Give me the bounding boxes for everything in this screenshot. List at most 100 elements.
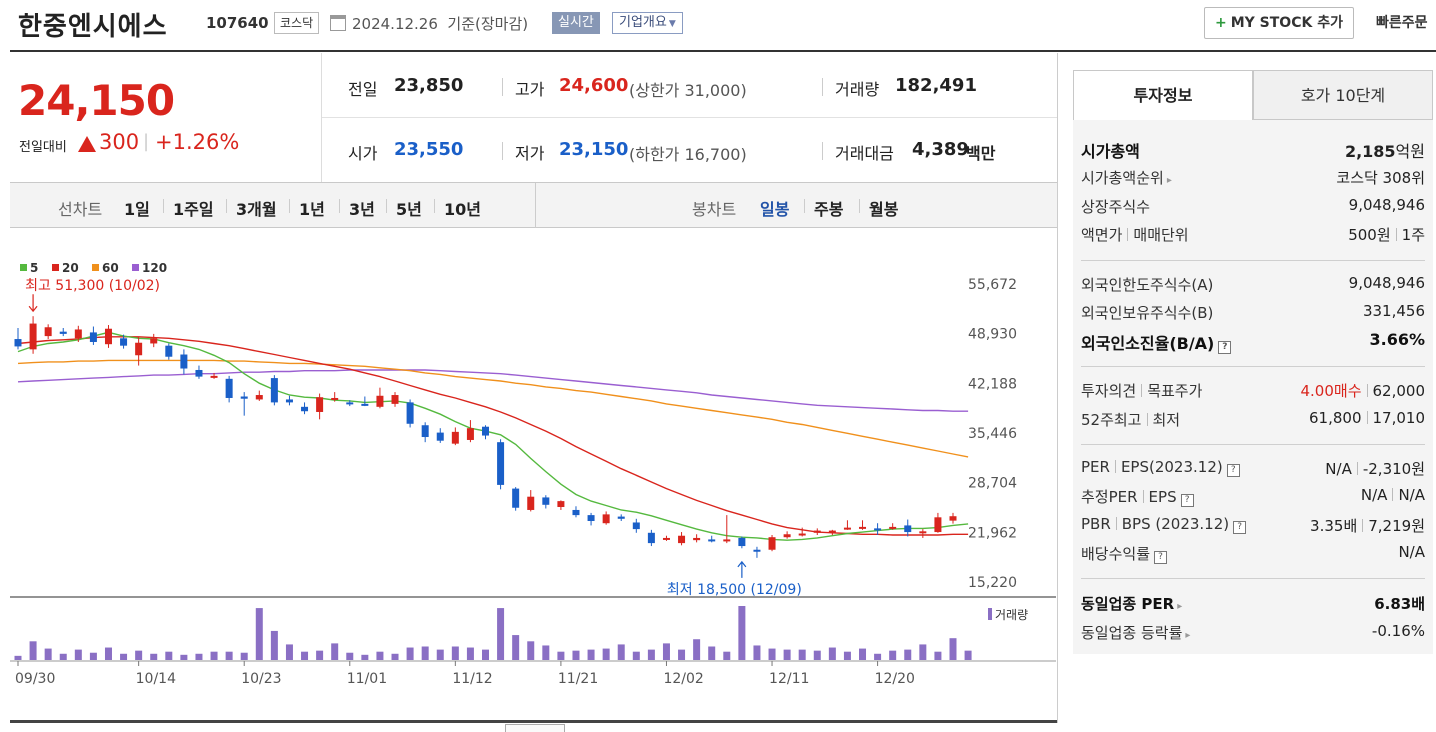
period-5[interactable]: 5년 bbox=[396, 200, 422, 219]
period-6[interactable]: 10년 bbox=[444, 200, 481, 219]
candle-body bbox=[210, 375, 218, 378]
volume-bar bbox=[331, 643, 339, 660]
volume-legend-swatch bbox=[988, 608, 992, 620]
volume-bar bbox=[768, 648, 776, 660]
ma-line-ma20 bbox=[17, 336, 969, 536]
prev-close-value: 23,850 bbox=[394, 75, 464, 96]
volume-bar bbox=[843, 651, 851, 660]
volume-bar bbox=[798, 649, 806, 660]
candle-body bbox=[14, 339, 22, 347]
realtime-button[interactable]: 실시간 bbox=[552, 12, 600, 34]
tab-orderbook[interactable]: 호가 10단계 bbox=[1253, 70, 1433, 120]
candle-body bbox=[165, 345, 173, 357]
x-tick-label: 12/11 bbox=[769, 671, 809, 687]
foreign-ratio-label-wrap: 외국인소진율(B/A)? bbox=[1081, 330, 1232, 354]
volume-bar bbox=[497, 608, 505, 660]
candle-period-2[interactable]: 월봉 bbox=[869, 200, 899, 219]
candle-body bbox=[904, 525, 912, 533]
opinion-label: 투자의견 bbox=[1081, 382, 1137, 400]
candle-body bbox=[647, 532, 655, 544]
volume-bar bbox=[225, 651, 233, 660]
quick-order-button[interactable]: 빠른주문 bbox=[1376, 15, 1428, 31]
volume-bar bbox=[391, 653, 399, 660]
est-per-label: 추정PER bbox=[1081, 488, 1138, 506]
period-3[interactable]: 1년 bbox=[299, 200, 325, 219]
volume-bar bbox=[301, 651, 309, 660]
candle-body bbox=[708, 539, 716, 542]
shares-value: 9,048,946 bbox=[1348, 196, 1425, 214]
help-icon[interactable]: ? bbox=[1226, 464, 1240, 477]
info-divider bbox=[1081, 366, 1425, 367]
ma-line-ma120 bbox=[17, 369, 969, 412]
volume-bar bbox=[527, 641, 535, 660]
chart-resize-handle[interactable] bbox=[505, 724, 565, 732]
candle-period-0[interactable]: 일봉 bbox=[760, 200, 790, 219]
help-icon[interactable]: ? bbox=[1180, 494, 1194, 507]
legend-label: 60 bbox=[102, 261, 119, 275]
per-label: PER bbox=[1081, 458, 1110, 476]
volume-bar bbox=[602, 648, 610, 660]
period-0[interactable]: 1일 bbox=[124, 200, 150, 219]
opinion-label-wrap: 투자의견 목표주가 bbox=[1081, 380, 1202, 401]
help-icon[interactable]: ? bbox=[1218, 341, 1232, 354]
sector-change-row[interactable]: 동일업종 등락률 ▸ -0.16% bbox=[1081, 622, 1425, 648]
upper-limit: (상한가 31,000) bbox=[629, 81, 747, 100]
period-2[interactable]: 3개월 bbox=[236, 200, 277, 219]
sector-per-row[interactable]: 동일업종 PER ▸ 6.83배 bbox=[1081, 593, 1425, 619]
candle-body bbox=[104, 328, 112, 345]
separator bbox=[1362, 519, 1364, 532]
x-tick-label: 11/21 bbox=[558, 671, 598, 687]
volume-label: 거래량 bbox=[835, 80, 880, 99]
company-overview-label: 기업개요 bbox=[619, 15, 667, 30]
candle-body bbox=[632, 522, 640, 530]
opinion-value: 4.00매수 bbox=[1300, 382, 1362, 400]
separator bbox=[1142, 490, 1144, 503]
cap-rank-row[interactable]: 시가총액순위 ▸ 코스닥 308위 bbox=[1081, 167, 1425, 193]
volume-bar bbox=[316, 650, 324, 660]
foreign-hold-label: 외국인보유주식수(B) bbox=[1081, 304, 1214, 322]
candle-body bbox=[59, 331, 67, 334]
volume-bar bbox=[783, 649, 791, 660]
separator bbox=[1115, 517, 1117, 530]
tab-invest-info[interactable]: 투자정보 bbox=[1073, 70, 1253, 120]
up-triangle-icon bbox=[78, 136, 96, 152]
candle-body bbox=[557, 501, 565, 508]
volume-bar bbox=[210, 651, 218, 660]
candle-body bbox=[150, 338, 158, 344]
chart-bottom-border bbox=[10, 720, 1058, 723]
high52-value: 61,800 bbox=[1309, 409, 1362, 427]
volume-bar bbox=[482, 649, 489, 660]
legend-swatch bbox=[52, 264, 59, 271]
candle-body bbox=[451, 431, 459, 444]
candle-body bbox=[934, 517, 942, 533]
period-4[interactable]: 3년 bbox=[349, 200, 375, 219]
volume-bar bbox=[421, 646, 429, 660]
company-overview-dropdown[interactable]: 기업개요 ▼ bbox=[612, 12, 683, 34]
period-1[interactable]: 1주일 bbox=[173, 200, 214, 219]
sector-per-label-wrap: 동일업종 PER ▸ bbox=[1081, 593, 1182, 614]
y-tick-label: 28,704 bbox=[968, 476, 1017, 492]
legend-swatch bbox=[132, 264, 139, 271]
y-tick-label: 42,188 bbox=[968, 376, 1017, 392]
volume-bar bbox=[678, 649, 686, 660]
candle-period-1[interactable]: 주봉 bbox=[814, 200, 844, 219]
separator bbox=[1366, 384, 1368, 397]
candle-body bbox=[693, 537, 701, 541]
period-separator bbox=[339, 199, 340, 213]
add-mystock-button[interactable]: + MY STOCK 추가 bbox=[1204, 7, 1354, 39]
par-label-wrap: 액면가 매매단위 bbox=[1081, 224, 1189, 245]
candle-body bbox=[482, 426, 489, 436]
volume-bar bbox=[150, 653, 158, 660]
candle-body bbox=[406, 402, 414, 424]
volume-bar bbox=[572, 650, 580, 660]
candle-body bbox=[74, 329, 82, 339]
help-icon[interactable]: ? bbox=[1154, 551, 1168, 564]
market-cap-value: 2,185 bbox=[1344, 142, 1396, 161]
help-icon[interactable]: ? bbox=[1233, 521, 1247, 534]
week52-label-wrap: 52주최고 최저 bbox=[1081, 409, 1180, 430]
volume-legend-label: 거래량 bbox=[995, 608, 1028, 622]
amount-unit: 백만 bbox=[966, 144, 996, 163]
volume-bar bbox=[14, 655, 22, 660]
foreign-ratio-value: 3.66% bbox=[1369, 330, 1425, 349]
market-cap-row: 시가총액 2,185억원 bbox=[1081, 138, 1425, 164]
